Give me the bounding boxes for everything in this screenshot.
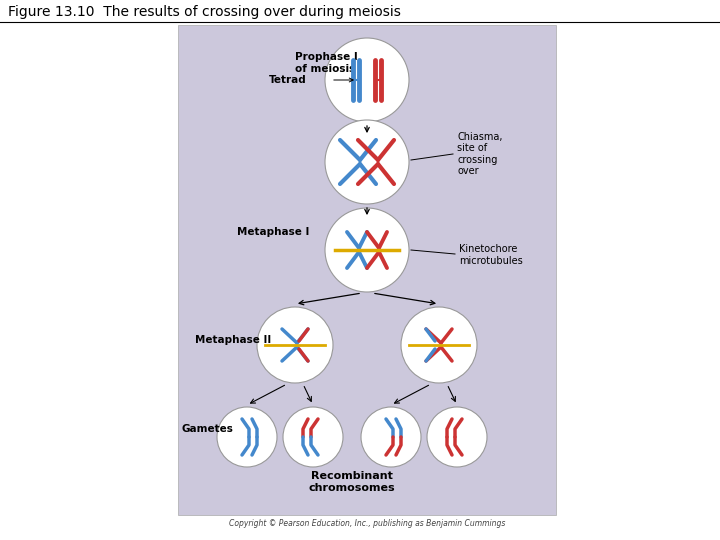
Text: Gametes: Gametes	[182, 424, 234, 434]
Text: Tetrad: Tetrad	[269, 75, 307, 85]
Circle shape	[217, 407, 277, 467]
Circle shape	[257, 307, 333, 383]
Circle shape	[427, 407, 487, 467]
Circle shape	[325, 38, 409, 122]
Circle shape	[325, 208, 409, 292]
Text: Chiasma,
site of
crossing
over: Chiasma, site of crossing over	[457, 132, 503, 177]
Circle shape	[283, 407, 343, 467]
Text: Metaphase II: Metaphase II	[195, 335, 271, 345]
Circle shape	[325, 120, 409, 204]
Text: Copyright © Pearson Education, Inc., publishing as Benjamin Cummings: Copyright © Pearson Education, Inc., pub…	[229, 519, 505, 529]
Circle shape	[361, 407, 421, 467]
Text: Metaphase I: Metaphase I	[237, 227, 310, 237]
Text: Kinetochore
microtubules: Kinetochore microtubules	[459, 244, 523, 266]
Text: Prophase I
of meiosis: Prophase I of meiosis	[295, 52, 358, 73]
Bar	[178, 25, 556, 515]
Text: Recombinant
chromosomes: Recombinant chromosomes	[309, 471, 395, 492]
Text: Figure 13.10  The results of crossing over during meiosis: Figure 13.10 The results of crossing ove…	[8, 5, 401, 19]
Circle shape	[401, 307, 477, 383]
